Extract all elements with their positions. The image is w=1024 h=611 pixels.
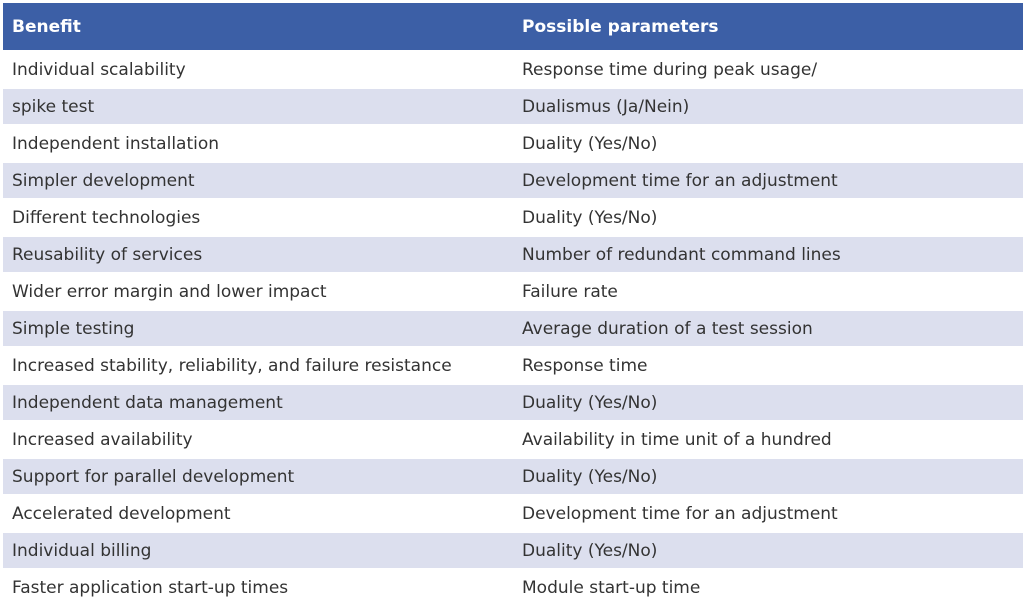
table-row: Individual billing Duality (Yes/No) xyxy=(3,531,1023,569)
table-cell: Number of redundant command lines xyxy=(513,235,1023,273)
table-row: Faster application start-up times Module … xyxy=(3,568,1023,605)
table-cell: Faster application start-up times xyxy=(3,568,513,605)
table-cell: Duality (Yes/No) xyxy=(513,198,1023,236)
table-cell: Individual scalability xyxy=(3,50,513,88)
table-cell: Wider error margin and lower impact xyxy=(3,272,513,310)
table-row: Different technologies Duality (Yes/No) xyxy=(3,198,1023,236)
table-cell: Simpler development xyxy=(3,161,513,199)
header-cell: Benefit xyxy=(3,3,513,51)
table-cell: Development time for an adjustment xyxy=(513,161,1023,199)
table-row: Support for parallel development Duality … xyxy=(3,457,1023,495)
table-cell: Individual billing xyxy=(3,531,513,569)
table-cell: Availability in time unit of a hundred xyxy=(513,420,1023,458)
table-cell: Accelerated development xyxy=(3,494,513,532)
table-row: Simple testing Average duration of a test… xyxy=(3,309,1023,347)
table-cell: Increased availability xyxy=(3,420,513,458)
table-cell: Different technologies xyxy=(3,198,513,236)
table-row: Wider error margin and lower impact Failu… xyxy=(3,272,1023,310)
table-cell: Duality (Yes/No) xyxy=(513,531,1023,569)
table-cell: Reusability of services xyxy=(3,235,513,273)
table-row: Independent data management Duality (Yes/… xyxy=(3,383,1023,421)
table-body: Individual scalability Response time duri… xyxy=(3,50,1023,605)
table-cell: Response time xyxy=(513,346,1023,384)
table-cell: spike test xyxy=(3,87,513,125)
table-row: Independent installation Duality (Yes/No) xyxy=(3,124,1023,162)
table-cell: Increased stability, reliability, and fa… xyxy=(3,346,513,384)
benefits-table: Benefit Possible parameters Individual sc… xyxy=(3,3,1023,605)
table-cell: Response time during peak usage/ xyxy=(513,50,1023,88)
table-row: spike test Dualismus (Ja/Nein) xyxy=(3,87,1023,125)
table-cell: Simple testing xyxy=(3,309,513,347)
table-row: Increased stability, reliability, and fa… xyxy=(3,346,1023,384)
table-cell: Failure rate xyxy=(513,272,1023,310)
table-row: Simpler development Development time for … xyxy=(3,161,1023,199)
table-row: Accelerated development Development time … xyxy=(3,494,1023,532)
table-cell: Average duration of a test session xyxy=(513,309,1023,347)
header-cell: Possible parameters xyxy=(513,3,1023,51)
table-row: Reusability of services Number of redunda… xyxy=(3,235,1023,273)
table-row: Individual scalability Response time duri… xyxy=(3,50,1023,88)
table-cell: Module start-up time xyxy=(513,568,1023,605)
table-cell: Independent installation xyxy=(3,124,513,162)
table-cell: Dualismus (Ja/Nein) xyxy=(513,87,1023,125)
table-row: Increased availability Availability in ti… xyxy=(3,420,1023,458)
header-row: Benefit Possible parameters xyxy=(3,3,1023,51)
table-cell: Duality (Yes/No) xyxy=(513,457,1023,495)
table-cell: Support for parallel development xyxy=(3,457,513,495)
table-cell: Independent data management xyxy=(3,383,513,421)
table-container: Benefit Possible parameters Individual sc… xyxy=(3,3,1023,605)
table-cell: Development time for an adjustment xyxy=(513,494,1023,532)
table-cell: Duality (Yes/No) xyxy=(513,383,1023,421)
table-cell: Duality (Yes/No) xyxy=(513,124,1023,162)
